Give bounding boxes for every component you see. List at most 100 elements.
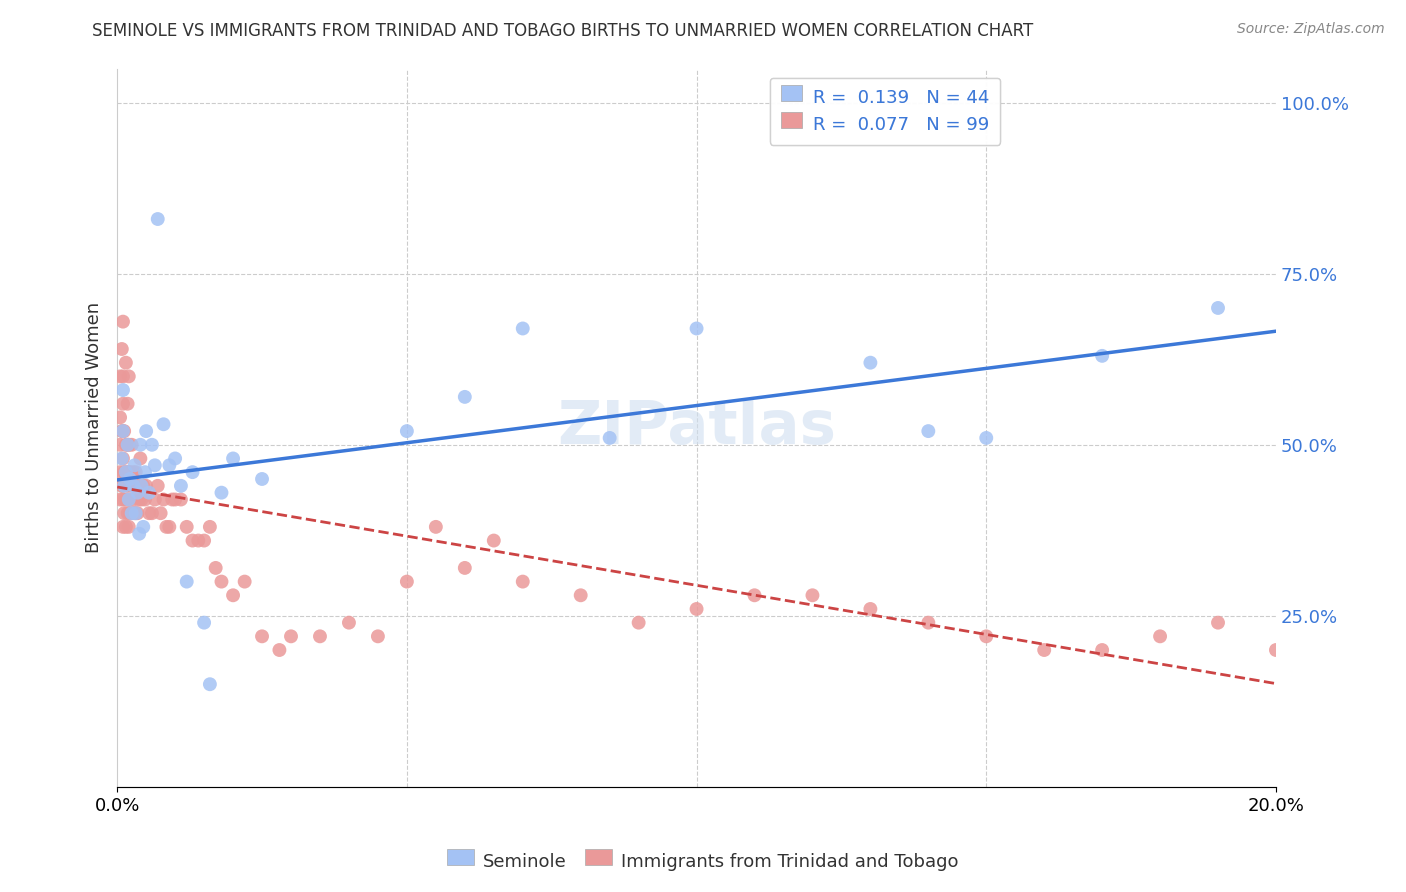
Point <box>118 472 141 486</box>
Point <box>1206 301 1229 315</box>
Point <box>121 506 143 520</box>
Point <box>111 342 134 356</box>
Point <box>1206 615 1229 630</box>
Point <box>141 506 163 520</box>
Point <box>108 369 131 384</box>
Point <box>111 479 134 493</box>
Point <box>250 629 273 643</box>
Point <box>685 321 707 335</box>
Point <box>111 424 134 438</box>
Point <box>124 479 146 493</box>
Point <box>111 520 134 534</box>
Point <box>395 574 418 589</box>
Point <box>917 615 939 630</box>
Point <box>269 643 291 657</box>
Point <box>131 492 153 507</box>
Point <box>111 369 134 384</box>
Point <box>124 458 146 473</box>
Point <box>569 588 592 602</box>
Point <box>198 677 221 691</box>
Point <box>111 424 134 438</box>
Point <box>121 479 143 493</box>
Point <box>138 485 160 500</box>
Point <box>111 315 134 329</box>
Point <box>111 424 134 438</box>
Point <box>129 438 152 452</box>
Point <box>117 479 139 493</box>
Point <box>143 492 166 507</box>
Point <box>1323 643 1346 657</box>
Point <box>115 356 138 370</box>
Point <box>157 520 180 534</box>
Point <box>115 438 138 452</box>
Point <box>118 369 141 384</box>
Point <box>233 574 256 589</box>
Point <box>1265 643 1288 657</box>
Point <box>125 465 148 479</box>
Point <box>112 465 135 479</box>
Point <box>112 506 135 520</box>
Point <box>121 506 143 520</box>
Point <box>187 533 209 548</box>
Point <box>129 451 152 466</box>
Point <box>165 492 187 507</box>
Point <box>127 506 149 520</box>
Point <box>125 506 148 520</box>
Point <box>222 451 245 466</box>
Point <box>111 397 134 411</box>
Point <box>367 629 389 643</box>
Point <box>974 431 997 445</box>
Point <box>1149 629 1171 643</box>
Point <box>1381 643 1403 657</box>
Point <box>118 506 141 520</box>
Point <box>181 533 204 548</box>
Point <box>117 397 139 411</box>
Point <box>143 458 166 473</box>
Point <box>859 356 882 370</box>
Point <box>129 479 152 493</box>
Point <box>280 629 302 643</box>
Point <box>917 424 939 438</box>
Point <box>1033 643 1056 657</box>
Point <box>135 424 157 438</box>
Point <box>108 410 131 425</box>
Point <box>108 438 131 452</box>
Point <box>117 506 139 520</box>
Point <box>111 383 134 397</box>
Point <box>176 574 198 589</box>
Point <box>117 438 139 452</box>
Point <box>118 492 141 507</box>
Point <box>121 438 143 452</box>
Point <box>118 465 141 479</box>
Point <box>141 438 163 452</box>
Point <box>157 458 180 473</box>
Point <box>1091 643 1114 657</box>
Point <box>627 615 650 630</box>
Point <box>250 472 273 486</box>
Point <box>132 479 155 493</box>
Point <box>974 629 997 643</box>
Point <box>118 520 141 534</box>
Point <box>124 506 146 520</box>
Point <box>454 561 477 575</box>
Point <box>211 485 233 500</box>
Point <box>146 479 169 493</box>
Text: ZIPatlas: ZIPatlas <box>557 398 837 458</box>
Point <box>134 465 156 479</box>
Point <box>131 479 153 493</box>
Point <box>454 390 477 404</box>
Point <box>128 492 150 507</box>
Point <box>152 492 174 507</box>
Point <box>111 451 134 466</box>
Point <box>222 588 245 602</box>
Legend: Seminole, Immigrants from Trinidad and Tobago: Seminole, Immigrants from Trinidad and T… <box>440 846 966 879</box>
Point <box>482 533 505 548</box>
Point <box>176 520 198 534</box>
Point <box>128 526 150 541</box>
Point <box>512 321 534 335</box>
Point <box>198 520 221 534</box>
Point <box>127 485 149 500</box>
Point <box>193 615 215 630</box>
Text: SEMINOLE VS IMMIGRANTS FROM TRINIDAD AND TOBAGO BIRTHS TO UNMARRIED WOMEN CORREL: SEMINOLE VS IMMIGRANTS FROM TRINIDAD AND… <box>91 22 1033 40</box>
Point <box>685 602 707 616</box>
